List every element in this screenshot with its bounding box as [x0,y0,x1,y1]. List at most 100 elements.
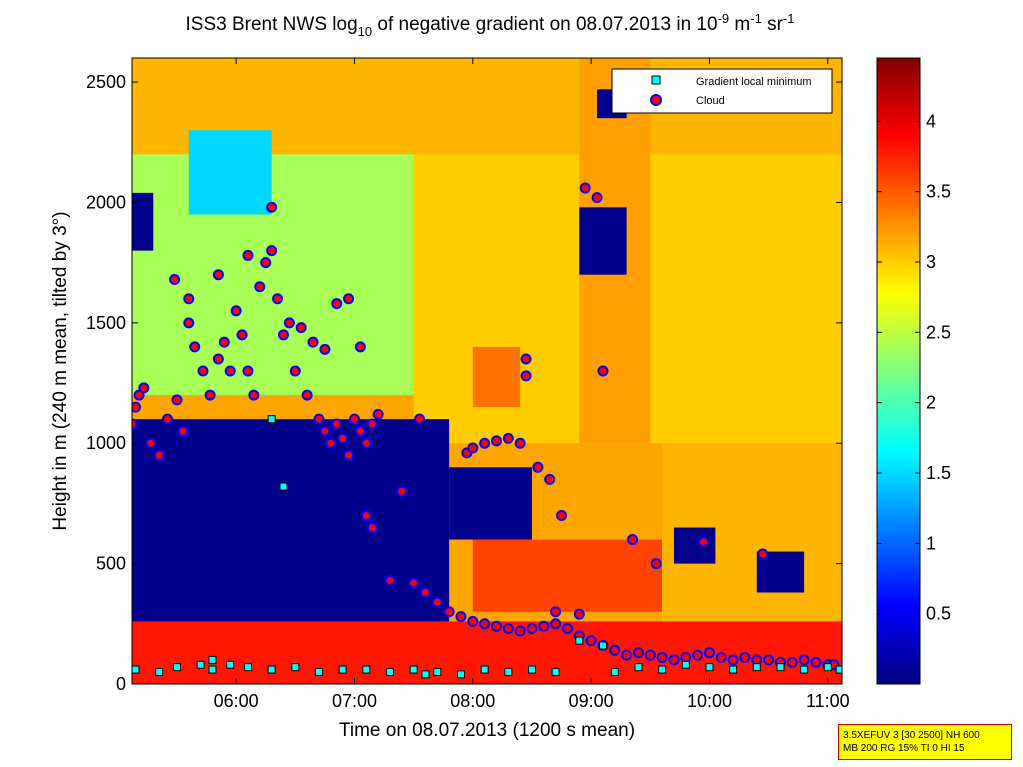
cloud-marker [692,649,704,661]
cloud-marker [162,413,173,425]
cloud-marker [763,654,775,666]
gradient-minimum-marker [835,665,842,674]
cloud-marker [360,509,372,521]
cloud-marker [366,418,378,430]
cloud-marker [177,425,189,437]
cloud-marker [455,611,467,623]
cloud-marker [301,389,313,401]
cloud-marker [183,293,195,305]
cloud-marker [366,522,378,533]
colorbar-tick-label: 2.5 [926,322,951,342]
y-tick-label: 500 [96,554,126,574]
cloud-marker [354,425,366,437]
cloud-marker [621,649,633,661]
gradient-minimum-marker [800,665,809,674]
gradient-minimum-marker [823,663,832,672]
cloud-marker [532,461,544,473]
gradient-minimum-marker [658,665,667,674]
plot-area [132,58,842,684]
heatmap-region [132,154,414,396]
gradient-minimum-marker [291,663,300,672]
cloud-marker [526,623,538,635]
cloud-marker [236,329,248,341]
y-tick-label: 2500 [86,72,126,92]
cloud-marker [183,317,195,329]
chart-title: ISS3 Brent NWS log10 of negative gradien… [186,11,795,39]
cloud-marker [703,647,715,659]
cloud-marker [520,353,532,365]
cloud-marker [319,343,331,355]
heatmap-region [449,467,532,540]
cloud-marker [254,281,266,293]
heatmap-region [188,130,272,215]
cloud-marker [514,437,526,449]
cloud-marker [169,274,181,286]
gradient-minimum-marker [208,655,217,664]
y-axis-label: Height in m (240 m mean, tilted by 3°) [50,211,71,530]
heatmap-region [132,419,450,622]
data-markers [132,182,842,679]
heatmap-region [579,207,627,275]
cloud-marker [757,548,769,560]
heatmap-region [673,527,716,564]
x-axis: 06:00 07:00 08:00 09:00 10:00 11:00 [214,58,850,711]
cloud-marker [408,577,420,589]
cloud-marker [283,317,295,329]
cloud-marker [538,620,550,632]
legend-gradient-marker [651,75,661,85]
cloud-marker [502,432,514,444]
gradient-minimum-marker [575,636,584,645]
cloud-marker [786,656,798,668]
cloud-marker [550,618,562,630]
heatmap-regions [132,58,842,684]
legend-box [611,68,833,114]
cloud-marker [132,418,138,430]
cloud-marker [810,656,822,668]
heatmap-region [132,192,154,251]
heatmap-region [132,621,842,684]
gradient-minimum-marker [729,665,738,674]
legend-cloud-marker [650,94,662,106]
cloud-marker [520,370,532,382]
cloud-marker [680,652,692,664]
cloud-marker [266,201,278,213]
gradient-minimum-marker [504,667,513,676]
gradient-minimum-marker [610,667,619,676]
gradient-minimum-marker [681,660,690,669]
cloud-marker [609,644,621,656]
gradient-minimum-marker [385,667,394,676]
cloud-marker [727,654,739,666]
gradient-minimum-marker [433,667,442,676]
cloud-marker [698,536,710,548]
gradient-minimum-marker [155,667,164,676]
cloud-marker [348,413,360,425]
cloud-marker [189,341,201,353]
cloud-marker [656,652,668,664]
cloud-marker [218,336,230,348]
cloud-marker [171,394,183,406]
cloud-marker [242,249,254,261]
x-tick-label: 08:00 [450,691,495,711]
cloud-marker [277,329,289,341]
colorbar-tick-label: 1.5 [926,463,951,483]
cloud-marker [668,654,680,666]
colorbar-tick-label: 4 [926,111,936,131]
cloud-marker [331,418,343,430]
cloud-marker [414,413,426,425]
cloud-marker [266,245,278,257]
cloud-marker [197,365,209,377]
x-tick-label: 07:00 [332,691,377,711]
cloud-marker [479,437,491,449]
heatmap-region [472,539,663,612]
cloud-marker [739,652,751,664]
cloud-marker [627,534,639,546]
cloud-marker [212,269,224,281]
cloud-marker [272,293,284,305]
cloud-marker [550,606,562,618]
legend: Gradient local minimum Cloud [611,68,833,114]
gradient-minimum-marker [172,663,181,672]
y-axis: 0 500 1000 1500 2000 2500 [86,72,842,694]
colorbar-tick-label: 1 [926,533,936,553]
cloud-marker [313,413,325,425]
